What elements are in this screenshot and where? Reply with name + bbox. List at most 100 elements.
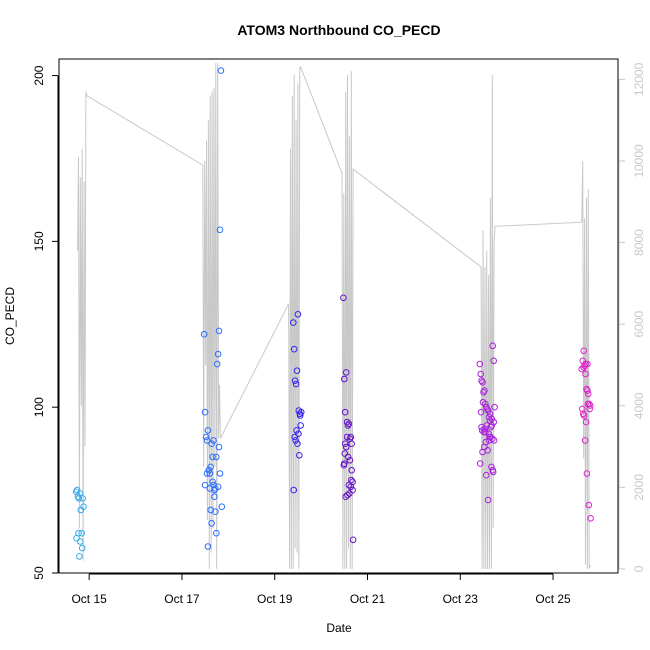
right-axis-tick-label: 8000: [632, 229, 646, 256]
x-tick-label: Oct 25: [535, 592, 571, 606]
data-point: [204, 543, 212, 550]
data-point: [344, 491, 351, 499]
data-point: [585, 501, 593, 509]
right-axis-tick-label: 12000: [632, 62, 646, 96]
data-point: [345, 420, 353, 428]
data-point: [290, 486, 298, 494]
data-point: [341, 375, 348, 383]
data-point: [580, 364, 588, 371]
data-point: [476, 360, 484, 368]
data-point: [297, 408, 305, 416]
data-point: [348, 440, 356, 448]
data-point: [346, 490, 353, 497]
y-axis-label: CO_PECD: [3, 287, 17, 345]
data-point: [347, 483, 355, 491]
data-point: [291, 377, 299, 385]
data-point: [216, 226, 224, 234]
data-point: [341, 408, 349, 416]
background-series-line: [77, 63, 591, 570]
data-point: [579, 405, 586, 413]
data-point: [203, 470, 211, 477]
data-point: [343, 418, 351, 426]
data-point: [78, 544, 86, 552]
scatter-points: [72, 67, 594, 560]
data-point: [582, 370, 589, 378]
data-point: [215, 443, 223, 451]
data-point: [477, 408, 485, 416]
data-point: [295, 430, 302, 438]
data-point: [292, 437, 299, 444]
data-point: [340, 294, 347, 302]
data-point: [210, 437, 217, 444]
data-point: [80, 503, 87, 511]
data-point: [205, 466, 213, 474]
data-point: [77, 538, 84, 545]
right-axis-tick-label: 10000: [632, 144, 646, 178]
data-point: [346, 457, 354, 464]
data-point: [209, 453, 216, 461]
data-point: [208, 520, 215, 527]
data-point: [201, 481, 209, 489]
y-tick-label: 200: [32, 65, 46, 85]
data-point: [488, 422, 496, 429]
data-point: [348, 476, 355, 484]
data-point: [214, 350, 222, 358]
data-point: [293, 367, 301, 375]
data-point: [484, 407, 492, 414]
data-point: [342, 493, 350, 501]
background-series: [77, 63, 591, 570]
data-point: [481, 443, 488, 451]
right-axis: 0 2000 4000 6000 8000 10000 12000: [618, 62, 646, 572]
data-point: [200, 330, 208, 338]
data-point: [213, 453, 220, 461]
y-axis: 50 100 150 200: [32, 65, 59, 580]
x-tick-label: Oct 15: [71, 592, 107, 606]
data-point: [341, 440, 349, 448]
data-point: [296, 452, 303, 459]
data-point: [213, 529, 220, 537]
x-tick-label: Oct 21: [350, 592, 386, 606]
data-point: [290, 319, 297, 326]
data-point: [342, 443, 350, 451]
right-axis-tick-label: 2000: [632, 474, 646, 501]
data-point: [203, 437, 211, 444]
data-point: [490, 357, 498, 365]
data-point: [201, 408, 209, 416]
chart-title: ATOM3 Northbound CO_PECD: [237, 22, 440, 38]
data-point: [206, 485, 214, 492]
data-point: [482, 428, 489, 436]
x-tick-label: Oct 19: [257, 592, 293, 606]
data-point: [208, 440, 215, 448]
data-point: [341, 450, 349, 457]
y-tick-label: 150: [32, 231, 46, 251]
data-point: [489, 342, 497, 350]
data-point: [76, 490, 84, 497]
data-point: [202, 433, 210, 441]
data-point: [484, 496, 492, 504]
x-axis: Oct 15 Oct 17 Oct 19 Oct 21 Oct 23 Oct 25: [71, 573, 571, 606]
data-point: [342, 369, 350, 376]
data-point: [218, 503, 226, 511]
data-point: [483, 471, 490, 479]
data-point: [479, 379, 486, 386]
data-point: [478, 423, 485, 431]
data-point: [585, 390, 592, 398]
data-point: [211, 493, 218, 501]
data-point: [209, 478, 216, 486]
data-point: [294, 311, 302, 318]
data-point: [212, 508, 219, 516]
data-point: [584, 360, 591, 368]
data-point: [583, 470, 591, 477]
data-point: [476, 460, 484, 467]
plot-frame: [58, 58, 619, 574]
data-point: [491, 403, 498, 411]
data-point: [587, 515, 594, 522]
data-point: [294, 440, 301, 448]
data-point: [584, 387, 591, 394]
data-point: [479, 398, 487, 406]
data-point: [488, 415, 496, 423]
data-point: [477, 370, 485, 378]
